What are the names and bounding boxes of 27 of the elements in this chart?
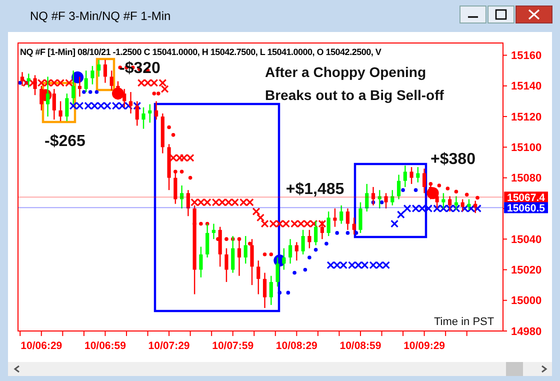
ref-line-label: 15067.4 <box>507 192 546 204</box>
x-tick-label: 10/07:29 <box>148 340 190 352</box>
x-tick-label: 10/09:29 <box>404 340 446 352</box>
chart-subtitle: NQ #F [1-Min] 08/10/21 -1.2500 C 15041.0000, H 15042.7500, L 15041.0000, O 15042.2500, V <box>20 47 382 57</box>
y-tick-label: 15020 <box>511 264 542 277</box>
y-tick-label: 15100 <box>511 142 542 154</box>
annotation: +$380 <box>430 151 476 168</box>
x-tick-label: 10/06:59 <box>84 340 126 352</box>
annotation: Time in PST <box>434 316 494 328</box>
x-tick-label: 10/08:29 <box>276 340 318 352</box>
y-tick-label: 15040 <box>511 234 542 246</box>
annotation: -$265 <box>44 133 86 150</box>
annotation: Breaks out to a Big Sell-off <box>265 87 444 103</box>
annotation: -$320 <box>120 60 161 77</box>
y-tick-label: 14980 <box>511 326 542 338</box>
x-tick-label: 10/06:29 <box>20 340 62 352</box>
y-tick-label: 15160 <box>511 50 542 62</box>
ref-line-label: 15060.5 <box>507 202 546 214</box>
chart-title: NQ #F 3-Min/NQ #F 1-Min <box>30 9 171 23</box>
x-tick-label: 10/07:59 <box>212 340 254 352</box>
y-tick-label: 15000 <box>511 295 542 308</box>
x-tick-label: 10/08:59 <box>340 340 382 352</box>
y-tick-label: 15080 <box>511 172 542 185</box>
y-tick-label: 15140 <box>511 80 542 93</box>
y-tick-label: 15120 <box>511 111 542 124</box>
annotation: +$1,485 <box>286 181 344 198</box>
annotation: After a Choppy Opening <box>265 64 426 80</box>
